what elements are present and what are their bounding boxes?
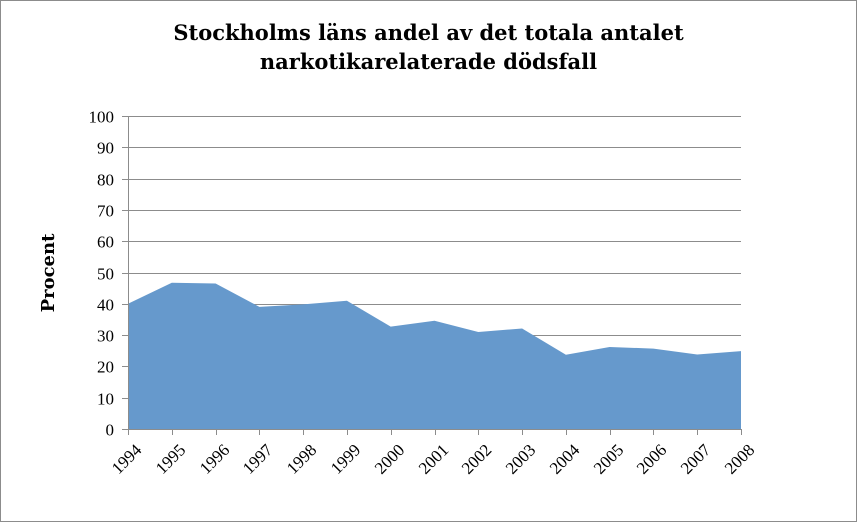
x-tick-label: 2004 [546,440,584,478]
x-tick-label: 2006 [633,440,670,477]
x-tick-label: 1995 [152,440,189,477]
y-tick-label: 20 [97,358,114,377]
y-tick-label: 90 [97,139,114,158]
y-tick-label: 30 [97,327,114,346]
chart-title: Stockholms läns andel av det totala anta… [0,18,857,76]
y-tick-label: 100 [89,108,115,127]
y-tick-label: 10 [97,390,114,409]
x-tick-label: 2000 [371,440,408,477]
y-tick-label: 60 [97,233,114,252]
y-tick-label: 70 [97,202,114,221]
y-tick-label: 50 [97,265,114,284]
x-tick-label: 1994 [108,440,146,478]
axes [122,116,742,435]
chart-title-line-1: Stockholms läns andel av det totala anta… [173,20,684,45]
x-tick-label: 2002 [458,440,495,477]
x-tick-label: 2008 [721,440,758,477]
chart-title-line-2: narkotikarelaterade dödsfall [259,49,598,74]
y-tick-label: 80 [97,171,114,190]
x-tick-label: 2003 [502,440,539,477]
area-fill [128,282,741,429]
x-tick-label: 2007 [677,440,715,478]
x-tick-label: 1997 [239,440,277,478]
x-tick-label: 2001 [415,440,452,477]
x-tick-label: 2005 [590,440,627,477]
area-series [128,282,741,429]
x-tick-label: 1996 [196,440,233,477]
y-tick-label: 0 [106,421,115,440]
x-tick-label: 1998 [283,440,320,477]
x-tick-label: 1999 [327,440,364,477]
y-tick-label: 40 [97,296,114,315]
y-axis-title: Procent [38,233,59,313]
